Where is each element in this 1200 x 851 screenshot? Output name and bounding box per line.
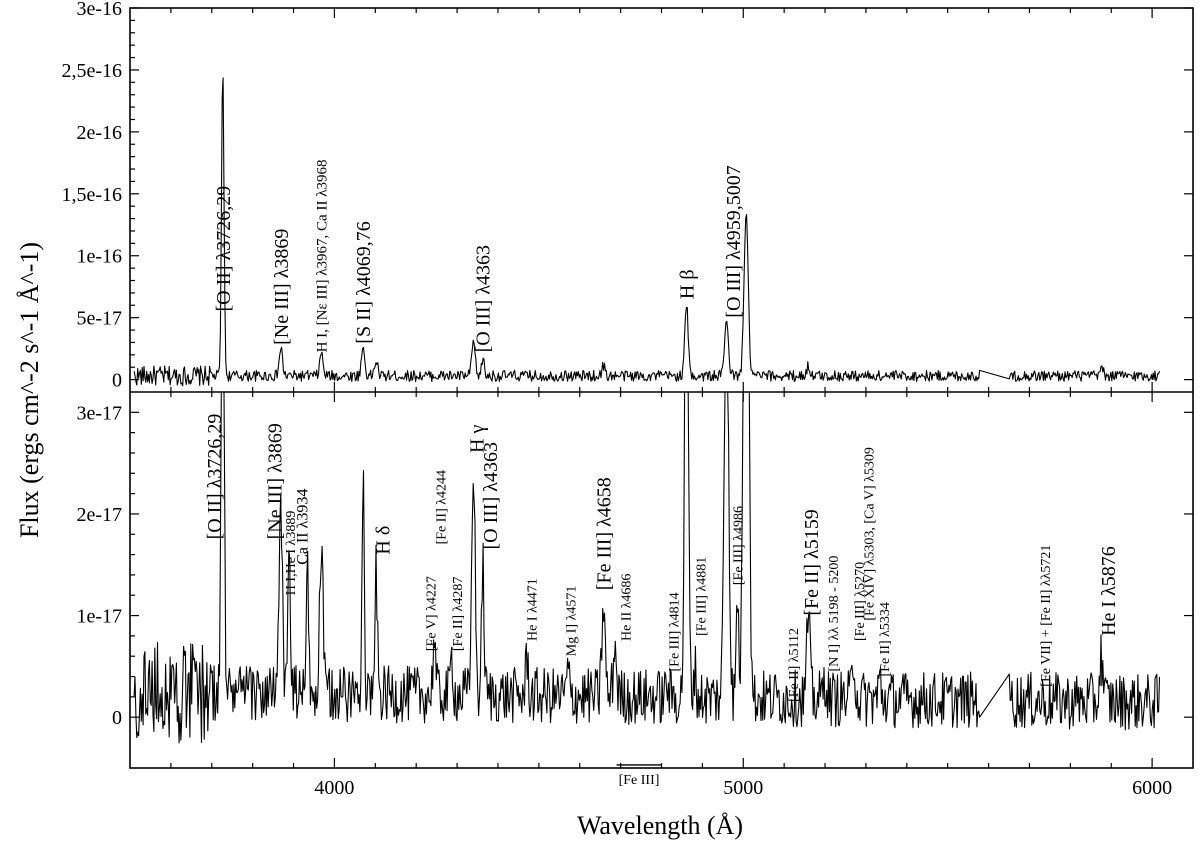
bottom-line-annotation: [Fe V] λ4227 (424, 576, 439, 651)
top-ytick-label: 2e-16 (76, 122, 122, 144)
bottom-line-annotation: Ca II λ3934 (294, 489, 311, 565)
bottom-line-annotation: [Fe II] λ5112 (787, 628, 802, 702)
top-line-annotation: [O III] λ4959,5007 (723, 165, 745, 317)
top-ytick-label: 1e-16 (76, 246, 122, 268)
bottom-line-annotation: [Fe XIV] λ5303, [Ca V] λ5309 (863, 447, 878, 621)
top-ytick-label: 2,5e-16 (61, 60, 122, 82)
top-ytick-label: 3e-16 (76, 0, 122, 20)
bottom-line-annotation: [Fe II] λ5334 (878, 602, 893, 676)
bottom-line-annotation: He II λ4686 (619, 574, 634, 641)
bottom-line-annotation: [Fe II] λ4244 (435, 470, 450, 544)
top-line-annotation: H I, [Nε III] λ3967, Ca II λ3968 (315, 160, 331, 353)
top-ytick-label: 1,5e-16 (61, 184, 122, 206)
top-line-annotation: [S II] λ4069,76 (353, 221, 375, 343)
bottom-line-annotation: H δ (373, 526, 395, 555)
bottom-line-annotation: [Fe III] λ5270 (853, 562, 868, 641)
bottom-line-annotation: [Fe II] λ5159 (801, 509, 823, 615)
bottom-line-annotation: [O III] λ4363 (480, 442, 502, 549)
x-axis-label: Wavelength (Å) (577, 811, 743, 840)
bottom-line-annotation: [Fe III] λ4814 (668, 592, 683, 671)
spectra-layer (133, 77, 1161, 744)
bottom-line-annotation: H I,He I λ3889 (284, 511, 299, 596)
bottom-line-annotation: [O II] λ3726,29 (204, 414, 226, 540)
bottom-line-annotation: H γ (467, 425, 489, 453)
xtick-label: 4000 (314, 777, 354, 799)
top-line-annotation: [Ne III] λ3869 (271, 229, 293, 345)
top-line-annotation: [O III] λ4363 (472, 245, 494, 352)
bottom-spectrum-line (133, 391, 1161, 744)
fe3-bracket-label: [Fe III] (619, 773, 660, 788)
bottom-line-annotation: He I λ5876 (1098, 546, 1120, 636)
bottom-line-annotation: [Fe II] λ4287 (451, 577, 466, 651)
bottom-line-annotation: Mg I] λ4571 (565, 586, 580, 657)
bottom-ytick-label: 1e-17 (76, 606, 122, 628)
bottom-line-annotation: [Fe VII] + [Fe II] λλ5721 (1039, 545, 1054, 687)
bottom-line-annotation: [Fe III] λ4986 (731, 506, 746, 585)
top-ytick-label: 0 (112, 370, 122, 392)
bottom-line-annotation: [Fe III] λ4881 (695, 557, 710, 636)
y-axis-label: Flux (ergs cm^-2 s^-1 Å^-1) (15, 242, 44, 538)
xtick-label: 6000 (1132, 777, 1172, 799)
bottom-ytick-label: 2e-17 (76, 504, 122, 526)
bottom-line-annotation: [Fe III] λ4658 (593, 477, 615, 590)
top-ytick-label: 5e-17 (76, 308, 122, 330)
bottom-ytick-label: 0 (112, 707, 122, 729)
axes-layer: 0 5e-17 1e-16 1,5e-16 2e-16 2,5e-16 3e-16 0 1e-1… (15, 0, 1194, 799)
top-line-annotation: H β (676, 269, 698, 299)
bottom-line-annotation: [Ne III] λ3869 (264, 423, 286, 539)
annotations-layer: [Fe III][O II] λ3726,29 [Ne III] λ3869 H I… (204, 160, 1120, 788)
bottom-ytick-label: 3e-17 (76, 402, 122, 424)
top-line-annotation: [O II] λ3726,29 (213, 186, 235, 312)
top-spectrum-line (133, 77, 1161, 387)
bottom-line-annotation: He I λ4471 (525, 578, 540, 641)
xtick-label: 5000 (723, 777, 763, 799)
bottom-line-annotation: [N I] λλ 5198 - 5200 (827, 556, 842, 672)
